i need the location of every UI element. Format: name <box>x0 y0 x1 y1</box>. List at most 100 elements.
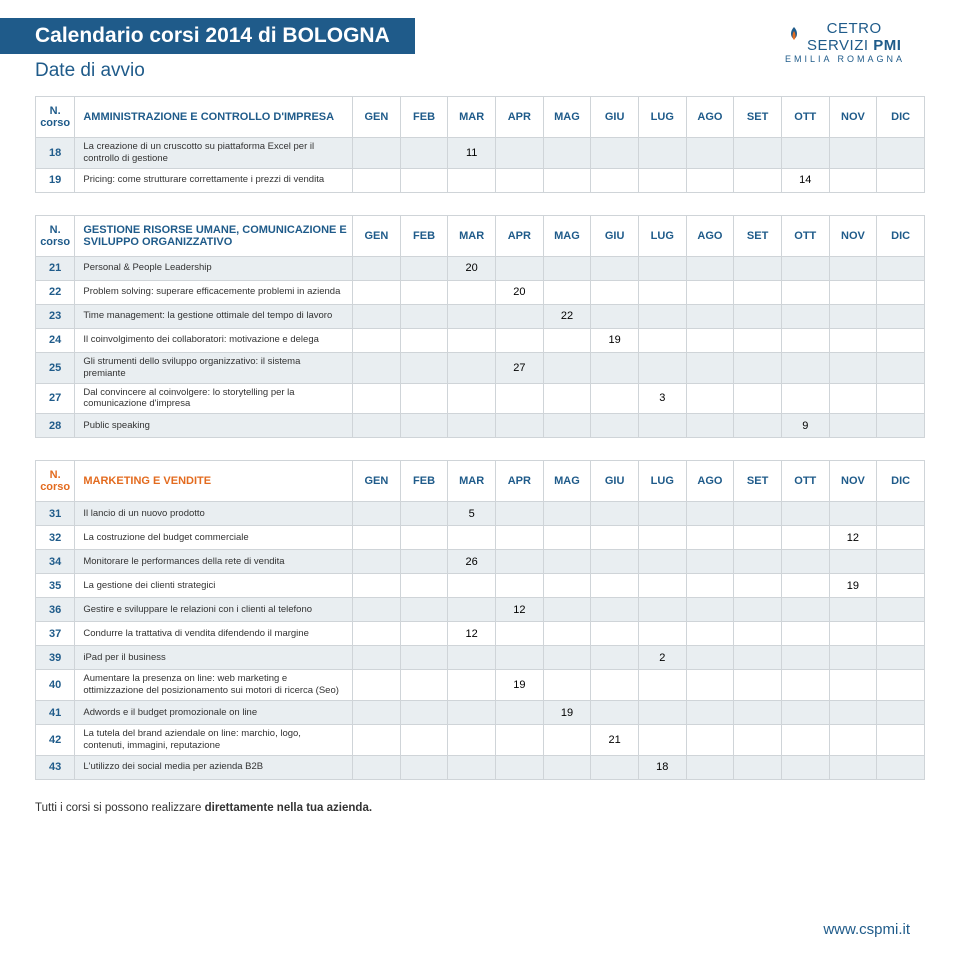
site-link[interactable]: www.cspmi.it <box>823 921 910 938</box>
month-cell <box>829 414 877 438</box>
month-cell <box>877 138 925 169</box>
course-desc: Monitorare le performances della rete di… <box>75 550 353 574</box>
month-cell <box>496 574 544 598</box>
month-cell <box>877 755 925 779</box>
month-header: SET <box>734 215 782 256</box>
course-number: 41 <box>36 701 75 725</box>
month-cell <box>400 138 448 169</box>
month-cell <box>638 526 686 550</box>
month-cell <box>829 256 877 280</box>
month-cell <box>734 622 782 646</box>
month-cell <box>353 138 401 169</box>
month-cell <box>400 725 448 756</box>
table-row: 40Aumentare la presenza on line: web mar… <box>36 670 925 701</box>
month-cell <box>543 502 591 526</box>
month-cell <box>877 646 925 670</box>
month-cell <box>734 755 782 779</box>
month-cell <box>638 414 686 438</box>
month-cell <box>543 725 591 756</box>
month-cell <box>353 701 401 725</box>
month-cell <box>638 622 686 646</box>
month-cell <box>543 598 591 622</box>
month-cell <box>734 550 782 574</box>
month-cell <box>591 598 639 622</box>
month-cell <box>591 414 639 438</box>
table-row: 28Public speaking9 <box>36 414 925 438</box>
month-cell <box>638 304 686 328</box>
month-header: AGO <box>686 461 734 502</box>
month-cell <box>781 670 829 701</box>
month-cell <box>638 598 686 622</box>
course-desc: Il lancio di un nuovo prodotto <box>75 502 353 526</box>
month-cell <box>781 352 829 383</box>
month-cell <box>591 646 639 670</box>
month-cell <box>829 725 877 756</box>
month-cell <box>353 550 401 574</box>
month-cell <box>829 168 877 192</box>
course-number: 25 <box>36 352 75 383</box>
month-cell <box>543 646 591 670</box>
section-title: AMMINISTRAZIONE E CONTROLLO D'IMPRESA <box>75 97 353 138</box>
logo-icon <box>785 25 803 49</box>
month-cell <box>734 646 782 670</box>
col-n-corso: N. corso <box>36 215 75 256</box>
month-header: NOV <box>829 461 877 502</box>
course-number: 18 <box>36 138 75 169</box>
month-cell <box>448 598 496 622</box>
month-cell <box>448 526 496 550</box>
course-number: 24 <box>36 328 75 352</box>
course-desc: Personal & People Leadership <box>75 256 353 280</box>
course-desc: La tutela del brand aziendale on line: m… <box>75 725 353 756</box>
month-cell <box>877 574 925 598</box>
month-cell <box>353 670 401 701</box>
month-header: GIU <box>591 461 639 502</box>
month-cell <box>734 352 782 383</box>
month-header: FEB <box>400 461 448 502</box>
month-cell <box>591 280 639 304</box>
month-cell <box>543 352 591 383</box>
month-cell <box>591 138 639 169</box>
month-cell <box>686 304 734 328</box>
month-cell <box>448 168 496 192</box>
month-cell <box>686 725 734 756</box>
course-desc: Gli strumenti dello sviluppo organizzati… <box>75 352 353 383</box>
month-cell <box>353 526 401 550</box>
course-number: 43 <box>36 755 75 779</box>
month-cell <box>591 304 639 328</box>
month-cell <box>400 701 448 725</box>
month-cell <box>400 256 448 280</box>
month-cell: 5 <box>448 502 496 526</box>
month-cell <box>400 646 448 670</box>
month-cell <box>448 352 496 383</box>
month-cell <box>734 574 782 598</box>
page-banner: Calendario corsi 2014 di BOLOGNA <box>0 18 415 54</box>
month-cell: 3 <box>638 383 686 414</box>
month-cell <box>877 598 925 622</box>
month-cell: 9 <box>781 414 829 438</box>
table-row: 39iPad per il business2 <box>36 646 925 670</box>
month-cell <box>543 328 591 352</box>
month-cell <box>829 328 877 352</box>
month-cell <box>543 670 591 701</box>
month-header: GEN <box>353 215 401 256</box>
table-row: 19Pricing: come strutturare correttament… <box>36 168 925 192</box>
month-cell <box>638 352 686 383</box>
month-cell: 21 <box>591 725 639 756</box>
course-number: 39 <box>36 646 75 670</box>
month-cell <box>686 138 734 169</box>
month-cell <box>353 502 401 526</box>
month-cell <box>353 256 401 280</box>
month-cell <box>781 526 829 550</box>
month-cell <box>543 414 591 438</box>
month-cell <box>686 256 734 280</box>
month-header: SET <box>734 461 782 502</box>
month-cell <box>781 304 829 328</box>
month-header: MAG <box>543 97 591 138</box>
course-number: 32 <box>36 526 75 550</box>
month-cell <box>400 502 448 526</box>
month-cell <box>686 168 734 192</box>
month-cell <box>829 352 877 383</box>
month-cell <box>353 414 401 438</box>
month-cell <box>400 598 448 622</box>
month-cell <box>591 526 639 550</box>
